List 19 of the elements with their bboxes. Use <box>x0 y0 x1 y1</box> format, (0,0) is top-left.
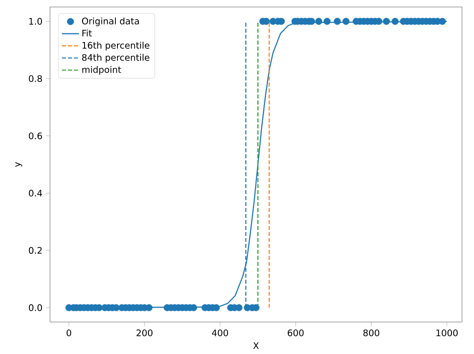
x-tick-label: 1000 <box>436 329 458 336</box>
x-tick-label: 800 <box>363 329 380 336</box>
legend-label: 16th percentile <box>82 42 150 50</box>
legend-label: Original data <box>82 17 139 26</box>
y-tick-label: 1.0 <box>29 18 42 25</box>
legend-label: Fit <box>82 30 92 36</box>
legend-label: 84th percentile <box>82 54 150 63</box>
y-tick-label: 0.4 <box>28 190 42 197</box>
x-tick-label: 0 <box>66 329 72 336</box>
x-tick-label: 400 <box>212 329 228 336</box>
x-tick-label: 200 <box>136 329 152 336</box>
x-axis-title: X <box>253 342 259 349</box>
y-tick-label: 0.6 <box>28 132 42 140</box>
y-tick-label: 0.2 <box>28 247 42 254</box>
y-tick-label: 0.0 <box>28 304 42 312</box>
x-tick-label: 600 <box>288 329 304 336</box>
legend-label: midpoint <box>82 66 122 75</box>
y-tick-label: 0.8 <box>28 75 42 82</box>
y-axis-title: y <box>15 162 22 167</box>
